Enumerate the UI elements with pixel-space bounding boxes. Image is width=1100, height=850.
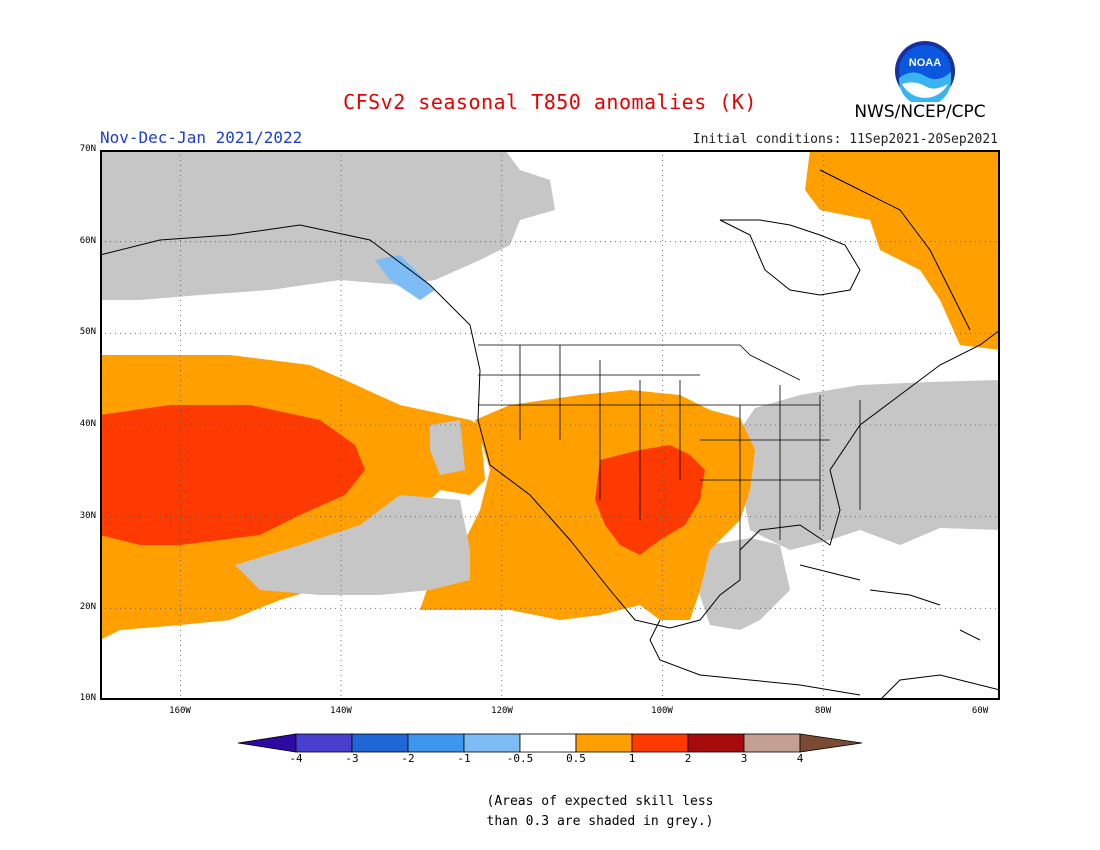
lat-label-20n: 20N [79,602,96,612]
lon-label-100w: 100W [651,706,673,716]
colorbar-tick-minus-2: -2 [401,752,415,765]
initial-conditions-label: Initial conditions: 11Sep2021-20Sep2021 [692,132,998,147]
lon-label-80w: 80W [814,706,832,716]
colorbar-tick-4: 4 [796,752,804,765]
map-frame [100,150,1000,700]
logo-text: NOAA [909,57,941,69]
lon-label-160w: 160W [169,706,191,716]
colorbar-bin-7 [631,733,689,753]
colorbar-tick-3: 3 [740,752,748,765]
coastline-south-america [879,674,1000,700]
colorbar-bin-6 [575,733,633,753]
skill-note: (Areas of expected skill less than 0.3 a… [420,792,780,832]
skill-note-line-1: (Areas of expected skill less [486,794,714,809]
skill-note-line-2: than 0.3 are shaded in grey.) [486,814,714,829]
red-region-pacific [100,405,365,545]
colorbar-tick-1: 1 [628,752,636,765]
lon-label-120w: 120W [491,706,513,716]
grey-region-subtropical-pacific [235,495,470,595]
colorbar-bin-2 [351,733,409,753]
blue-region-alaska-panhandle [375,255,435,300]
grey-region-alaska [100,150,555,300]
lat-label-70n: 70N [79,144,96,154]
colorbar-bin-1 [295,733,353,753]
colorbar-tick-2: 2 [684,752,692,765]
grey-region-eastern-us [740,380,1000,550]
chart-title: CFSv2 seasonal T850 anomalies (K) [343,90,757,114]
colorbar-tick-minus-0-5: -0.5 [506,752,534,765]
orange-region-greenland [805,150,1000,350]
graticule [100,150,1000,700]
coastline-caribbean [799,564,981,641]
red-region-southern-plains [595,445,705,555]
grey-region-gulf [698,538,790,630]
colorbar-tick-minus-4: -4 [289,752,303,765]
colorbar-tick-0-5: 0.5 [566,752,586,765]
anomaly-map [100,150,1000,700]
season-label: Nov-Dec-Jan 2021/2022 [100,128,303,147]
colorbar-bin-4 [463,733,521,753]
coastline-mexico-gulf [649,619,861,696]
grey-region-central-pacific [430,420,465,475]
colorbar-bin-3 [407,733,465,753]
lat-label-60n: 60N [79,236,96,246]
coastline-north-america [100,224,1000,629]
colorbar-tick-minus-1: -1 [457,752,471,765]
colorbar-bin-8 [687,733,745,753]
lon-label-140w: 140W [330,706,352,716]
us-state-boundaries [478,344,861,550]
colorbar-tick-minus-3: -3 [345,752,359,765]
colorbar-min-triangle [238,733,297,753]
lat-label-30n: 30N [79,511,96,521]
coastline-hudson-bay [719,219,861,296]
colorbar-max-triangle [799,733,862,753]
agency-label: NWS/NCEP/CPC [854,102,986,122]
lon-label-60w: 60W [971,706,989,716]
lat-label-50n: 50N [79,327,96,337]
lat-label-10n: 10N [79,693,96,703]
noaa-logo: NOAA [895,41,955,102]
colorbar-bin-5 [519,733,577,753]
colorbar [238,733,862,753]
lat-label-40n: 40N [79,419,96,429]
coastline-greenland [819,169,971,331]
colorbar-bin-9 [743,733,801,753]
